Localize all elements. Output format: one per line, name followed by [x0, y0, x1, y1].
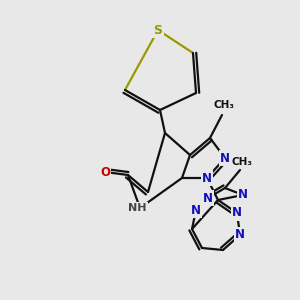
Text: N: N: [202, 172, 212, 184]
Text: N: N: [220, 152, 230, 164]
Text: NH: NH: [128, 203, 146, 213]
Text: N: N: [203, 191, 213, 205]
Text: CH₃: CH₃: [214, 100, 235, 110]
Text: CH₃: CH₃: [232, 157, 253, 167]
Text: O: O: [100, 166, 110, 178]
Text: N: N: [235, 229, 245, 242]
Text: S: S: [154, 23, 163, 37]
Text: N: N: [191, 203, 201, 217]
Text: N: N: [232, 206, 242, 220]
Text: N: N: [238, 188, 248, 202]
